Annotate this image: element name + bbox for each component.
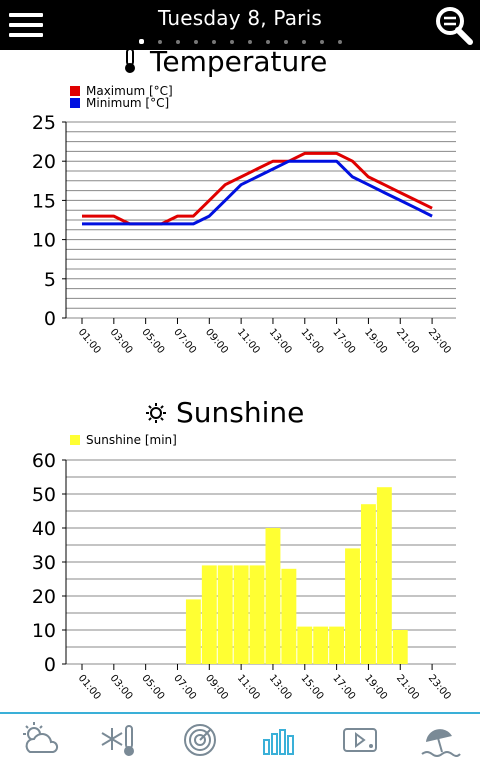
sunshine-chart-title: Sunshine	[176, 396, 304, 429]
temperature-legend-label: Maximum [°C]	[86, 84, 173, 98]
sunshine-y-tick-label: 40	[32, 518, 56, 540]
tab-charts[interactable]	[250, 720, 310, 764]
tab-beach[interactable]	[410, 720, 470, 764]
temperature-x-tick-label: 01:00	[76, 327, 103, 356]
page-dot[interactable]	[229, 40, 234, 44]
bar-chart-icon	[263, 729, 294, 755]
sunshine-bar	[233, 565, 249, 664]
sunshine-y-tick-label: 30	[32, 552, 56, 574]
sun-icon	[146, 403, 166, 423]
page-dot[interactable]	[211, 40, 216, 44]
page-dot[interactable]	[193, 40, 198, 44]
beach-umbrella-icon	[421, 729, 461, 757]
sunshine-x-tick-label: 21:00	[394, 673, 421, 702]
sunshine-x-tick-label: 11:00	[235, 673, 262, 702]
sunshine-y-tick-label: 10	[32, 620, 56, 642]
page-dot[interactable]	[157, 40, 162, 44]
temperature-x-tick-label: 09:00	[203, 327, 230, 356]
sunshine-x-tick-label: 03:00	[108, 673, 135, 702]
sunshine-x-tick-label: 15:00	[298, 673, 325, 702]
sunshine-bar	[345, 548, 360, 664]
sunshine-bar	[313, 626, 329, 664]
sunshine-bar	[329, 626, 345, 664]
temperature-y-tick-label: 0	[44, 308, 56, 330]
sunshine-y-tick-label: 0	[44, 654, 56, 676]
tab-video[interactable]	[330, 720, 390, 764]
search-button[interactable]	[432, 4, 476, 46]
sunshine-bar	[249, 565, 265, 664]
temperature-chart-title: Temperature	[149, 50, 327, 78]
temperature-y-tick-label: 10	[32, 230, 56, 252]
tab-forecast[interactable]	[10, 720, 70, 764]
temperature-x-tick-label: 17:00	[330, 327, 357, 356]
sunshine-bar	[376, 487, 392, 664]
sunshine-x-tick-label: 17:00	[330, 673, 357, 702]
temperature-x-tick-label: 19:00	[362, 327, 389, 356]
charts-area: Temperature Maximum [°C]Minimum [°C] 0 5 10 1…	[32, 50, 456, 702]
sunshine-bar	[297, 626, 313, 664]
tab-temperature[interactable]	[90, 720, 150, 764]
sunshine-bar	[217, 565, 233, 664]
sunshine-bar	[360, 504, 376, 664]
temperature-x-tick-label: 23:00	[426, 327, 453, 356]
sunshine-bar	[201, 565, 217, 664]
temperature-series-line	[82, 159, 433, 226]
sunshine-x-tick-label: 07:00	[171, 673, 198, 702]
page-indicator[interactable]	[0, 39, 480, 47]
temperature-legend-label: Minimum [°C]	[86, 96, 169, 110]
sunshine-y-tick-label: 50	[32, 484, 56, 506]
snowflake-thermometer-icon	[101, 725, 134, 756]
bottom-navigation	[0, 712, 480, 768]
sunshine-bar	[265, 528, 281, 664]
sunshine-legend-label: Sunshine [min]	[86, 433, 177, 447]
temperature-y-tick-label: 15	[32, 190, 56, 212]
page-dot[interactable]	[337, 40, 342, 44]
sun-cloud-icon	[23, 722, 59, 753]
tab-radar[interactable]	[170, 720, 230, 764]
sunshine-x-tick-label: 09:00	[203, 673, 230, 702]
hamburger-icon	[9, 13, 43, 17]
temperature-x-tick-label: 03:00	[108, 327, 135, 356]
page-dot[interactable]	[175, 40, 180, 44]
hamburger-icon-bar	[9, 23, 43, 27]
temperature-y-tick-label: 25	[32, 112, 56, 134]
temperature-x-tick-label: 05:00	[139, 327, 166, 356]
temperature-x-tick-label: 15:00	[298, 327, 325, 356]
temperature-x-tick-label: 07:00	[171, 327, 198, 356]
sunshine-x-tick-label: 01:00	[76, 673, 103, 702]
sunshine-bar	[281, 568, 297, 664]
sunshine-y-tick-label: 60	[32, 450, 56, 472]
temperature-y-tick-label: 5	[44, 269, 56, 291]
thermometer-icon	[125, 50, 135, 73]
page-dot[interactable]	[138, 39, 144, 44]
page-dot[interactable]	[283, 40, 288, 44]
top-bar: Tuesday 8, Paris	[0, 0, 480, 50]
sunshine-x-tick-label: 05:00	[139, 673, 166, 702]
page-dot[interactable]	[265, 40, 270, 44]
page-dot[interactable]	[301, 40, 306, 44]
page-dot[interactable]	[319, 40, 324, 44]
temperature-x-tick-label: 13:00	[267, 327, 294, 356]
page-dot[interactable]	[247, 40, 252, 44]
temperature-y-tick-label: 20	[32, 151, 56, 173]
temperature-x-tick-label: 11:00	[235, 327, 262, 356]
sunshine-x-tick-label: 23:00	[426, 673, 453, 702]
sunshine-legend-swatch	[70, 435, 80, 445]
search-icon	[436, 7, 473, 45]
temperature-legend-swatch	[70, 98, 80, 108]
sunshine-x-tick-label: 13:00	[267, 673, 294, 702]
radar-icon	[184, 724, 216, 756]
temperature-x-tick-label: 21:00	[394, 327, 421, 356]
menu-button[interactable]	[6, 6, 46, 44]
page-title: Tuesday 8, Paris	[158, 6, 322, 30]
sunshine-y-tick-label: 20	[32, 586, 56, 608]
hamburger-icon-bar	[9, 33, 43, 37]
sunshine-bar	[392, 630, 408, 664]
sunshine-x-tick-label: 19:00	[362, 673, 389, 702]
temperature-legend-swatch	[70, 86, 80, 96]
sunshine-bar	[185, 599, 201, 664]
video-icon	[343, 728, 377, 752]
